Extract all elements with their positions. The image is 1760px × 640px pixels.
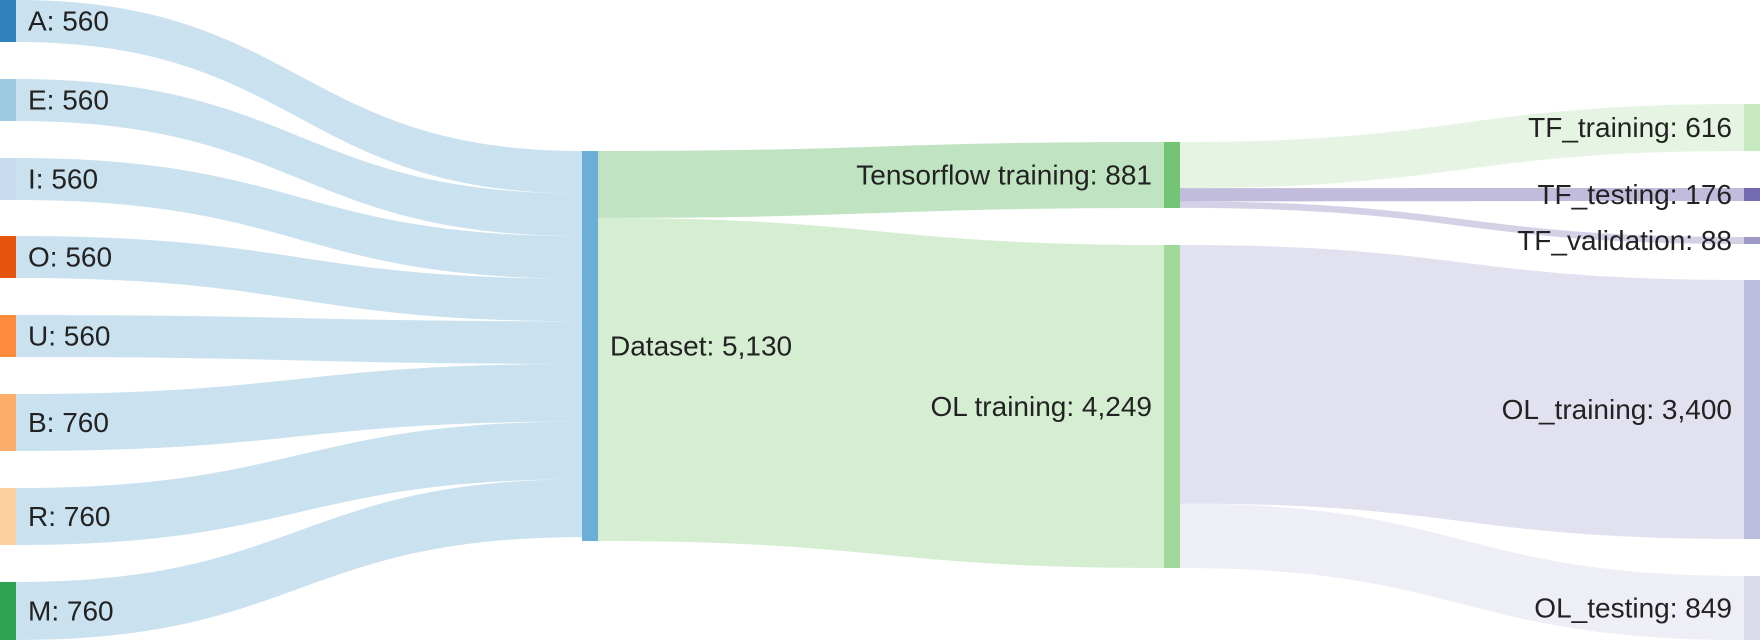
label-m: M: 760 <box>28 596 114 627</box>
node-a <box>0 0 16 42</box>
label-i: I: 560 <box>28 164 98 195</box>
node-tf-validation <box>1744 237 1760 244</box>
label-tf-validation: TF_validation: 88 <box>1517 225 1732 256</box>
label-u: U: 560 <box>28 321 111 352</box>
node-b <box>0 394 16 451</box>
label-tf-training: TF_training: 616 <box>1528 112 1732 143</box>
link-ol-training-to-ol-training <box>1180 245 1744 539</box>
label-ol-training: OL training: 4,249 <box>930 391 1152 422</box>
label-e: E: 560 <box>28 85 109 116</box>
label-r: R: 760 <box>28 501 111 532</box>
node-i <box>0 158 16 200</box>
label-a: A: 560 <box>28 6 109 37</box>
label-o: O: 560 <box>28 242 112 273</box>
sankey-links <box>16 0 1744 640</box>
node-tensorflow-training <box>1164 142 1180 208</box>
node-tf-training <box>1744 104 1760 151</box>
label-dataset: Dataset: 5,130 <box>610 331 792 362</box>
node-ol-training <box>1164 245 1180 568</box>
label-ol-training: OL_training: 3,400 <box>1502 394 1732 425</box>
label-tf-testing: TF_testing: 176 <box>1537 179 1732 210</box>
label-tensorflow-training: Tensorflow training: 881 <box>856 160 1152 191</box>
node-o <box>0 236 16 278</box>
node-r <box>0 488 16 545</box>
label-ol-testing: OL_testing: 849 <box>1534 593 1732 624</box>
node-m <box>0 582 16 640</box>
node-e <box>0 79 16 121</box>
node-dataset <box>582 151 598 541</box>
node-tf-testing <box>1744 188 1760 201</box>
node-ol-training <box>1744 280 1760 539</box>
node-u <box>0 315 16 357</box>
node-ol-testing <box>1744 576 1760 640</box>
label-b: B: 760 <box>28 407 109 438</box>
